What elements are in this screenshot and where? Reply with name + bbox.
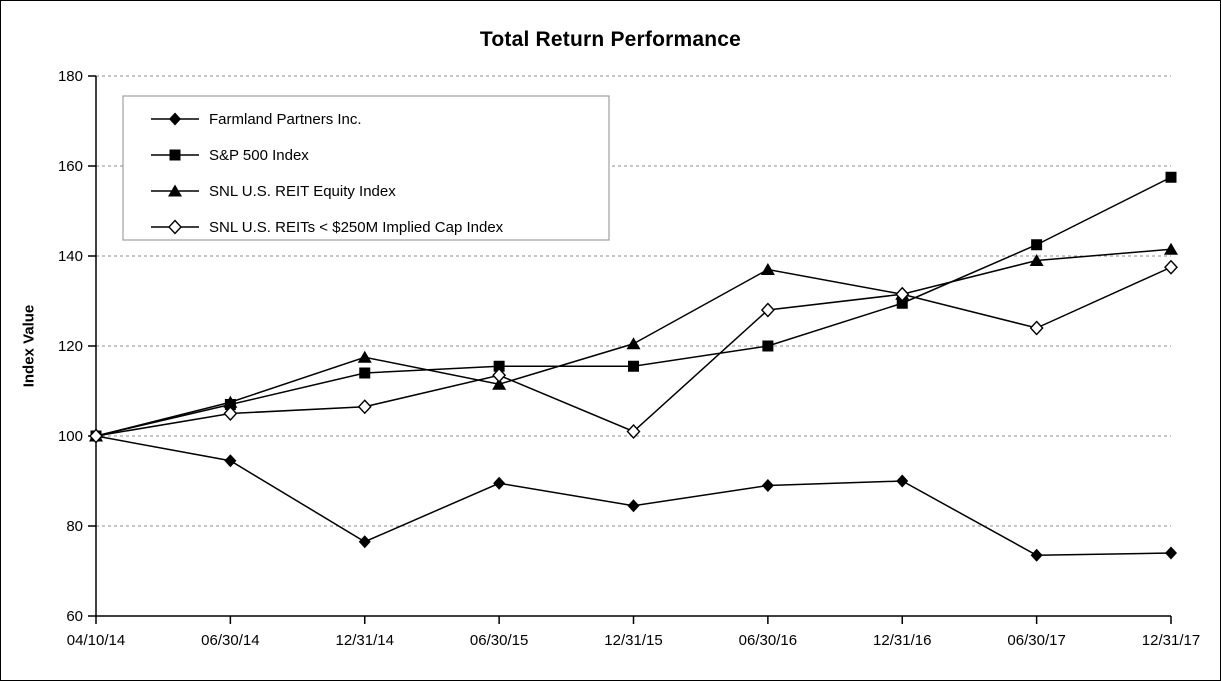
legend-label: SNL U.S. REITs < $250M Implied Cap Index	[209, 219, 504, 236]
y-tick-label: 180	[58, 68, 83, 85]
diamond-marker	[761, 479, 774, 492]
diamond-marker	[627, 499, 640, 513]
open-diamond-marker	[1029, 320, 1044, 336]
x-tick-label: 12/31/17	[1142, 632, 1200, 649]
open-diamond-marker	[89, 428, 103, 444]
diamond-marker	[169, 112, 181, 126]
triangle-marker	[168, 184, 182, 197]
triangle-marker	[1029, 254, 1044, 266]
square-marker	[493, 360, 505, 372]
diamond-marker	[1165, 546, 1177, 560]
open-diamond-marker	[626, 423, 641, 440]
x-tick-label: 12/31/16	[873, 632, 931, 649]
square-marker	[359, 367, 371, 379]
square-marker	[1165, 171, 1177, 183]
x-tick-label: 06/30/16	[739, 632, 797, 649]
open-diamond-marker	[223, 405, 238, 422]
chart-title: Total Return Performance	[479, 28, 742, 51]
square-marker	[762, 340, 774, 352]
legend-item-farmland-partners-inc: Farmland Partners Inc.	[151, 111, 362, 128]
diamond-marker	[896, 474, 909, 488]
open-diamond-marker	[357, 399, 372, 415]
gridlines	[96, 75, 1171, 527]
diamond-marker	[493, 476, 506, 490]
legend: Farmland Partners Inc. S&P 500 Index SNL U…	[122, 95, 610, 241]
x-tick-label: 06/30/15	[470, 632, 528, 649]
x-tick-label: 04/10/14	[67, 632, 125, 649]
square-marker	[628, 360, 639, 372]
series-farmland-partners-inc	[90, 429, 1177, 562]
triangle-marker	[626, 337, 641, 350]
legend-label: SNL U.S. REIT Equity Index	[209, 183, 396, 200]
series-snl-u-s-reits-250m-implied-cap-index	[89, 259, 1178, 444]
legend-item-s-p-500-index: S&P 500 Index	[151, 147, 309, 164]
triangle-marker	[492, 377, 507, 390]
open-diamond-marker	[760, 302, 775, 318]
legend-box	[122, 95, 610, 241]
triangle-marker	[223, 395, 238, 408]
diamond-marker	[1030, 548, 1043, 562]
axes: 60 80 100 120 140 160 180 04/10/14 06/30/14 12/31…	[58, 68, 1200, 649]
diamond-marker	[358, 535, 371, 549]
open-diamond-marker	[895, 286, 910, 302]
y-tick-label: 100	[58, 428, 83, 445]
y-tick-label: 160	[58, 158, 83, 175]
y-tick-label: 60	[66, 608, 83, 625]
x-tick-label: 12/31/14	[336, 632, 394, 649]
triangle-marker	[357, 350, 372, 363]
x-tick-label: 12/31/15	[604, 632, 662, 649]
square-marker	[896, 297, 908, 309]
y-tick-label: 120	[58, 338, 83, 355]
y-tick-label: 140	[58, 248, 83, 265]
legend-item-snl-u-s-reit-equity-index: SNL U.S. REIT Equity Index	[151, 183, 396, 200]
square-marker	[1031, 239, 1043, 251]
open-diamond-marker	[492, 367, 507, 383]
legend-label: S&P 500 Index	[209, 147, 309, 164]
legend-item-snl-u-s-reits-250m-implied-cap-index: SNL U.S. REITs < $250M Implied Cap Index	[151, 219, 504, 236]
triangle-marker	[1164, 242, 1178, 255]
triangle-marker	[760, 263, 775, 275]
open-diamond-marker	[1164, 259, 1178, 275]
y-tick-label: 80	[66, 518, 83, 535]
x-tick-label: 06/30/14	[201, 632, 259, 649]
legend-label: Farmland Partners Inc.	[209, 111, 362, 128]
x-tick-label: 06/30/17	[1007, 632, 1065, 649]
square-marker	[169, 149, 181, 161]
open-diamond-marker	[168, 219, 182, 235]
diamond-marker	[224, 454, 237, 468]
